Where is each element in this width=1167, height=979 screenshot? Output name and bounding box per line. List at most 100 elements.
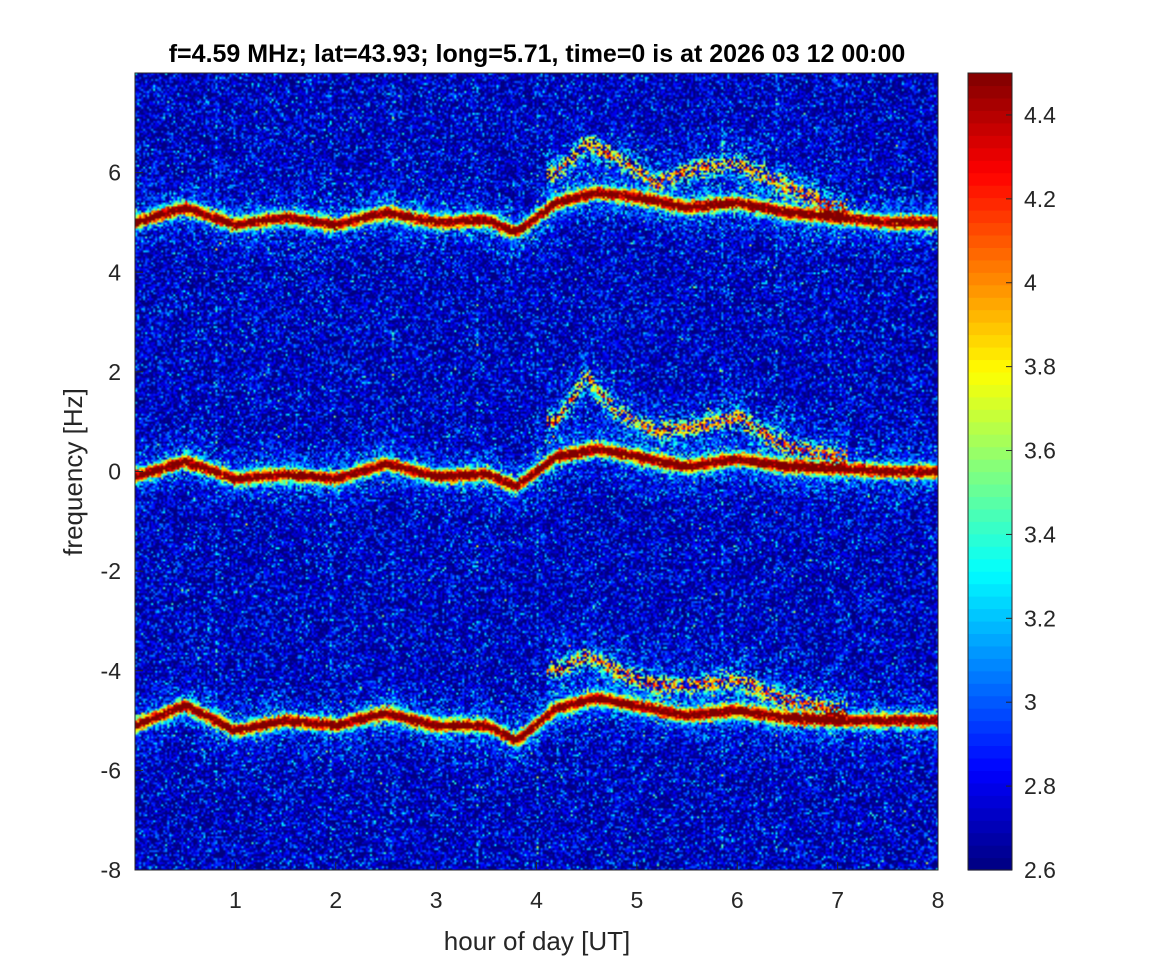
y-tick-label: -2 [101, 558, 121, 584]
colorbar-band [968, 147, 1012, 161]
colorbar-band [968, 434, 1012, 448]
colorbar-tick-label: 3 [1024, 689, 1037, 715]
colorbar-band [968, 596, 1012, 610]
colorbar-tick-label: 2.8 [1024, 773, 1056, 799]
colorbar-band [968, 85, 1012, 99]
colorbar-band [968, 272, 1012, 286]
colorbar-band [968, 645, 1012, 659]
x-tick-label: 4 [530, 887, 543, 913]
colorbar-band [968, 346, 1012, 361]
colorbar-band [968, 446, 1012, 460]
colorbar-band [968, 533, 1012, 547]
colorbar-band [968, 820, 1012, 834]
colorbar-band [968, 222, 1012, 236]
heatmap-image [135, 73, 938, 870]
colorbar-band [968, 122, 1012, 136]
colorbar-band [968, 197, 1012, 211]
x-tick-label: 3 [430, 887, 443, 913]
colorbar-gradient [968, 73, 1012, 871]
colorbar-band [968, 795, 1012, 809]
colorbar-band [968, 322, 1012, 336]
colorbar-band [968, 209, 1012, 224]
colorbar-band [968, 670, 1012, 684]
colorbar-tick-label: 4.4 [1024, 102, 1056, 128]
colorbar-band [968, 770, 1012, 784]
colorbar-tick-label: 3.2 [1024, 605, 1056, 631]
colorbar-band [968, 558, 1012, 572]
x-axis-label: hour of day [UT] [444, 926, 630, 956]
x-tick-label: 6 [731, 887, 744, 913]
y-tick-label: 4 [108, 259, 121, 285]
colorbar-band [968, 459, 1012, 473]
x-tick-label: 1 [229, 887, 242, 913]
colorbar-tick-label: 2.6 [1024, 857, 1056, 883]
colorbar-band [968, 371, 1012, 385]
colorbar-tick-label: 3.4 [1024, 521, 1056, 547]
colorbar-band [968, 845, 1012, 859]
colorbar-band [968, 521, 1012, 535]
y-tick-label: 2 [108, 359, 121, 385]
colorbar-band [968, 234, 1012, 248]
colorbar-band [968, 708, 1012, 722]
x-tick-label: 8 [932, 887, 945, 913]
y-axis: -8 -6 -4 -2 0 2 4 6 [101, 160, 143, 883]
colorbar-band [968, 97, 1012, 111]
colorbar-band [968, 496, 1012, 510]
colorbar-band [968, 571, 1012, 585]
colorbar-band [968, 160, 1012, 174]
colorbar-band [968, 135, 1012, 149]
colorbar-band [968, 110, 1012, 124]
plot-area [134, 72, 939, 871]
colorbar-tick-label: 4 [1024, 270, 1037, 296]
colorbar-band [968, 832, 1012, 846]
y-tick-label: -8 [101, 857, 121, 883]
colorbar-band [968, 720, 1012, 734]
colorbar-band [968, 409, 1012, 423]
colorbar-band [968, 857, 1012, 871]
x-tick-label: 5 [630, 887, 643, 913]
colorbar-band [968, 297, 1012, 311]
y-tick-label: -4 [101, 658, 122, 684]
x-tick-label: 2 [329, 887, 342, 913]
x-axis: 1 2 3 4 5 6 7 8 [229, 862, 944, 913]
colorbar-band [968, 259, 1012, 273]
colorbar-band [968, 359, 1012, 373]
colorbar-band [968, 172, 1012, 186]
y-tick-label: -6 [101, 757, 121, 783]
colorbar-band [968, 733, 1012, 747]
colorbar-band [968, 757, 1012, 771]
colorbar-band [968, 384, 1012, 398]
colorbar-band [968, 807, 1012, 821]
colorbar-band [968, 483, 1012, 498]
colorbar-band [968, 284, 1012, 298]
chart-title: f=4.59 MHz; lat=43.93; long=5.71, time=0… [169, 40, 906, 68]
x-tick-label: 7 [831, 887, 844, 913]
colorbar: 2.6 2.8 3 3.2 3.4 3.6 3.8 4 4.2 4.4 [967, 72, 1056, 883]
colorbar-band [968, 658, 1012, 672]
colorbar-band [968, 745, 1012, 759]
colorbar-band [968, 247, 1012, 261]
y-tick-label: 0 [108, 459, 121, 485]
colorbar-tick-label: 3.8 [1024, 354, 1056, 380]
colorbar-frame [967, 72, 1013, 871]
colorbar-band [968, 73, 1012, 87]
colorbar-band [968, 695, 1012, 709]
colorbar-band [968, 396, 1012, 410]
colorbar-band [968, 471, 1012, 485]
colorbar-band [968, 683, 1012, 697]
colorbar-band [968, 782, 1012, 796]
colorbar-tick-label: 3.6 [1024, 438, 1056, 464]
colorbar-band [968, 583, 1012, 597]
colorbar-band [968, 334, 1012, 348]
y-tick-label: 6 [108, 160, 121, 186]
colorbar-band [968, 508, 1012, 522]
y-axis-label: frequency [Hz] [58, 388, 88, 556]
colorbar-band [968, 546, 1012, 560]
colorbar-band [968, 309, 1012, 323]
colorbar-band [968, 185, 1012, 199]
colorbar-tick-label: 4.2 [1024, 186, 1056, 212]
colorbar-ticks: 2.6 2.8 3 3.2 3.4 3.6 3.8 4 4.2 4.4 [1006, 102, 1056, 883]
colorbar-band [968, 608, 1012, 622]
colorbar-band [968, 620, 1012, 634]
